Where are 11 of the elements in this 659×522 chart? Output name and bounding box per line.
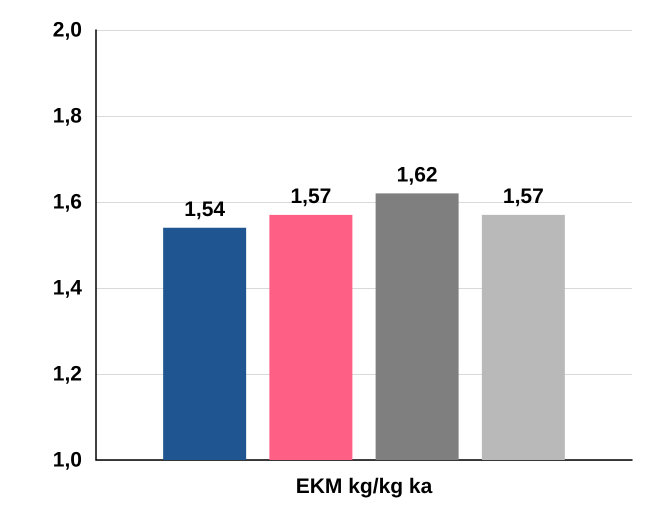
x-tick-label: EKM kg/kg ka (296, 475, 433, 498)
y-tick-label: 1,2 (52, 362, 82, 386)
y-tick-label: 2,0 (52, 18, 82, 42)
y-tick-label: 1,0 (52, 448, 82, 472)
data-label: 1,62 (396, 163, 438, 186)
data-label: 1,54 (184, 198, 226, 221)
data-label: 1,57 (502, 184, 544, 208)
data-label: 1,57 (290, 184, 332, 208)
y-tick-label: 1,8 (52, 104, 82, 128)
y-tick-label: 1,6 (52, 190, 82, 214)
y-tick-label: 1,4 (52, 276, 82, 300)
